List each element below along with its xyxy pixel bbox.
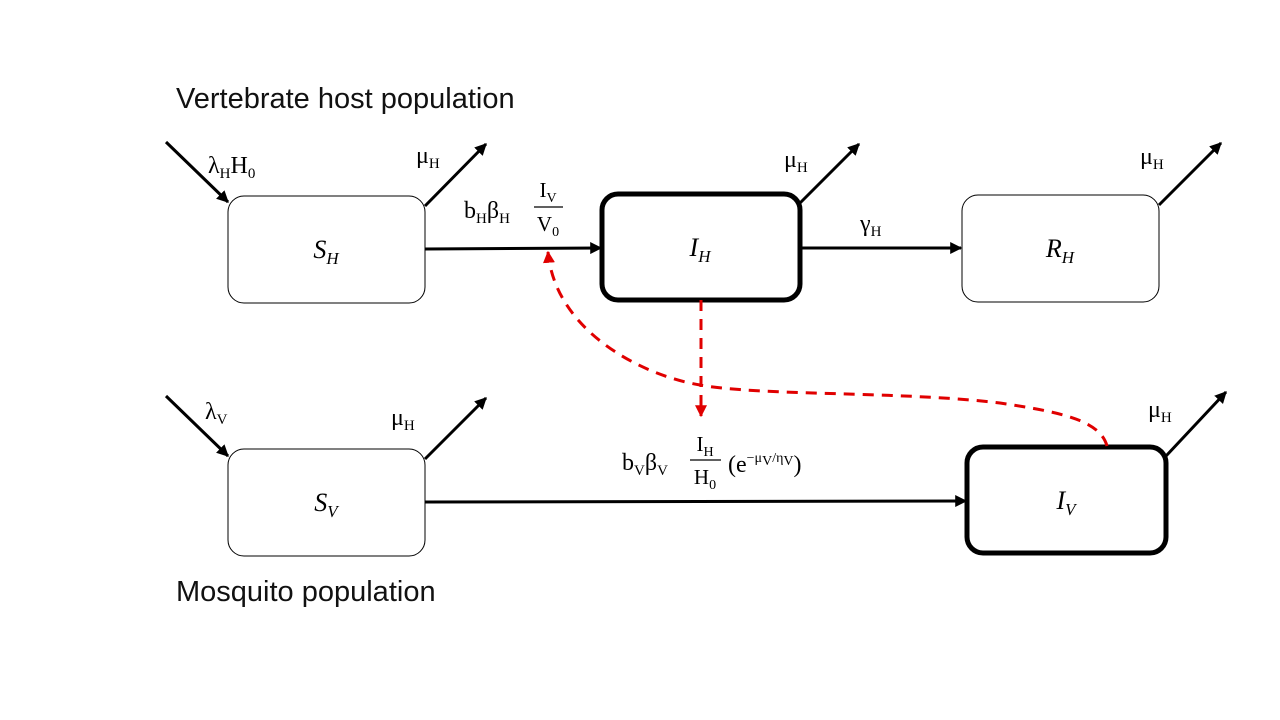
label-ih: IH	[689, 233, 713, 266]
fraction-denominator: V0	[537, 212, 559, 240]
inflow-arrow-vector	[164, 394, 230, 458]
rate-infection-host: bHβH IV V0	[464, 178, 563, 240]
mortality-arrow-sv	[423, 396, 488, 461]
label-rh: RH	[1045, 234, 1076, 267]
rate-gamma-h: γH	[859, 211, 882, 240]
box-susceptible-host	[227, 195, 426, 304]
transition-arrow-sh-ih	[424, 242, 603, 255]
rate-mu-sh: μH	[416, 143, 440, 172]
fraction-numerator: IV	[539, 178, 556, 206]
influence-arrow-iv-to-host-rate	[543, 250, 1109, 447]
rate-lambda-h: λHH0	[208, 153, 255, 182]
rate-lambda-v: λV	[205, 399, 228, 428]
label-sh: SH	[313, 235, 340, 268]
box-susceptible-vector	[227, 448, 426, 557]
mortality-arrow-ih	[798, 142, 861, 205]
mortality-arrow-iv	[1164, 390, 1228, 458]
rate-infection-vector: bVβV IH H0 (e−μV/ηV)	[622, 432, 802, 493]
inflow-arrow-host	[164, 140, 230, 204]
exponential-factor: (e−μV/ηV)	[728, 451, 802, 478]
mosquito-population-label: Mosquito population	[176, 576, 436, 608]
mortality-arrow-rh	[1157, 141, 1223, 207]
label-iv: IV	[1055, 486, 1078, 519]
svg-text:bVβV: bVβV	[622, 450, 668, 479]
transition-arrow-sv-iv	[424, 495, 968, 508]
rate-mu-sv: μH	[391, 405, 415, 434]
rate-mu-rh: μH	[1140, 144, 1164, 173]
svg-text:bHβH: bHβH	[464, 198, 510, 227]
fraction-numerator: IH	[696, 432, 713, 460]
label-sv: SV	[314, 488, 340, 521]
rate-mu-ih: μH	[784, 147, 808, 176]
host-population-label: Vertebrate host population	[176, 83, 515, 115]
fraction-denominator: H0	[694, 465, 716, 493]
rate-mu-iv: μH	[1148, 397, 1172, 426]
mortality-arrow-sh	[423, 142, 488, 208]
